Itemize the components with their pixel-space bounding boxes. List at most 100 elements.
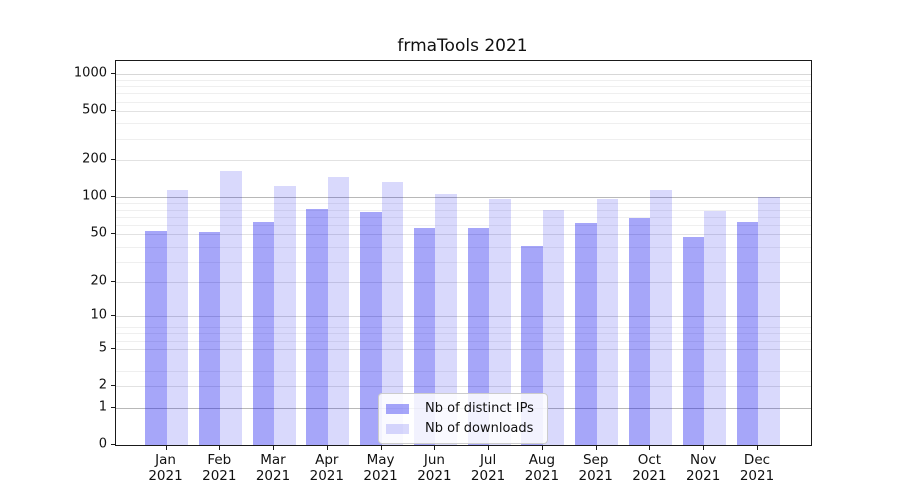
y-tick-label: 5 xyxy=(98,340,107,356)
y-tick-label: 1 xyxy=(98,399,107,415)
bar-downloads-jul xyxy=(489,199,511,445)
bar-downloads-sep xyxy=(596,199,619,445)
y-tick-mark xyxy=(111,73,115,74)
y-tick-mark xyxy=(111,406,115,408)
x-tick-mark xyxy=(649,446,651,450)
y-tick-label: 2 xyxy=(98,377,107,393)
gridline xyxy=(116,111,811,113)
bar-downloads-jun xyxy=(435,193,457,445)
x-tick-mark xyxy=(488,446,490,450)
x-tick-label-jan: Jan 2021 xyxy=(148,452,183,484)
legend-swatch-downloads xyxy=(386,423,409,434)
y-tick-label: 1000 xyxy=(73,65,107,81)
gridline xyxy=(116,138,811,140)
bar-ips-dec xyxy=(736,221,758,445)
gridline xyxy=(116,233,811,235)
chart-title: frmaTools 2021 xyxy=(397,36,528,56)
legend-swatch-distinct-ips xyxy=(386,403,409,414)
y-tick-mark xyxy=(111,196,115,198)
x-tick-mark xyxy=(219,446,221,450)
x-tick-mark xyxy=(434,446,436,450)
bar-ips-may xyxy=(360,211,382,445)
x-tick-label-may: May 2021 xyxy=(363,452,398,484)
bar-downloads-nov xyxy=(704,211,726,445)
legend-label-downloads: Nb of downloads xyxy=(425,421,534,436)
gridline xyxy=(116,370,811,372)
y-tick-mark xyxy=(111,110,115,112)
y-tick-mark xyxy=(111,159,115,161)
gridline xyxy=(116,86,811,87)
gridline xyxy=(116,209,811,211)
bar-ips-nov xyxy=(682,237,705,445)
gridline xyxy=(116,123,811,125)
x-tick-mark xyxy=(757,446,758,450)
gridline xyxy=(116,79,811,81)
x-tick-label-apr: Apr 2021 xyxy=(309,452,344,484)
y-tick-label: 200 xyxy=(82,151,107,167)
y-tick-label: 500 xyxy=(82,102,107,118)
x-tick-label-feb: Feb 2021 xyxy=(202,452,237,484)
gridline xyxy=(116,160,811,162)
gridline xyxy=(116,327,811,328)
plot-area: Nb of distinct IPs Nb of downloads xyxy=(115,60,812,446)
legend: Nb of distinct IPs Nb of downloads xyxy=(378,393,548,444)
y-tick-label: 100 xyxy=(82,188,107,204)
gridline xyxy=(116,262,811,264)
bar-downloads-aug xyxy=(542,209,565,445)
bar-ips-oct xyxy=(628,218,651,445)
x-tick-label-aug: Aug 2021 xyxy=(524,452,560,484)
bar-ips-jun xyxy=(413,227,436,445)
x-tick-label-sep: Sep 2021 xyxy=(578,452,613,484)
x-tick-mark xyxy=(165,446,167,450)
gridline xyxy=(116,93,811,95)
y-tick-label: 0 xyxy=(98,436,107,452)
x-tick-mark xyxy=(273,446,274,450)
x-tick-mark xyxy=(595,446,597,450)
gridline xyxy=(116,348,811,350)
x-tick-label-dec: Dec 2021 xyxy=(739,452,775,484)
bar-downloads-feb xyxy=(220,171,242,445)
gridline xyxy=(116,340,811,342)
gridline xyxy=(116,333,811,335)
bar-downloads-oct xyxy=(650,190,672,445)
y-tick-mark xyxy=(111,385,115,386)
x-tick-mark xyxy=(703,446,705,450)
legend-label-distinct-ips: Nb of distinct IPs xyxy=(425,401,534,416)
y-tick-mark xyxy=(111,315,115,317)
gridline xyxy=(116,203,811,205)
bar-ips-sep xyxy=(575,223,597,445)
legend-item-distinct-ips: Nb of distinct IPs xyxy=(386,401,537,416)
gridline xyxy=(116,197,811,199)
gridline xyxy=(116,246,811,248)
x-tick-mark xyxy=(326,446,328,450)
y-tick-label: 10 xyxy=(90,307,107,323)
y-tick-mark xyxy=(111,232,115,234)
bar-downloads-may xyxy=(381,182,404,445)
bar-ips-jul xyxy=(467,227,490,445)
gridline xyxy=(116,216,811,218)
bar-downloads-apr xyxy=(327,177,350,445)
y-tick-mark xyxy=(111,444,115,445)
bar-ips-mar xyxy=(252,221,274,445)
x-tick-label-jul: Jul 2021 xyxy=(470,452,506,484)
bar-downloads-mar xyxy=(274,185,296,445)
x-tick-mark xyxy=(541,446,543,450)
y-tick-mark xyxy=(111,347,115,349)
gridline xyxy=(116,316,811,318)
bar-downloads-jan xyxy=(166,190,188,445)
legend-item-downloads: Nb of downloads xyxy=(386,421,537,436)
y-tick-label: 50 xyxy=(90,225,107,241)
y-tick-mark xyxy=(111,280,115,282)
x-tick-label-jun: Jun 2021 xyxy=(417,452,452,484)
gridline xyxy=(116,101,811,103)
gridline xyxy=(116,74,811,75)
gridline xyxy=(116,281,811,283)
x-tick-label-mar: Mar 2021 xyxy=(255,452,291,484)
gridline xyxy=(116,225,811,227)
bar-downloads-dec xyxy=(758,196,780,445)
bar-ips-apr xyxy=(306,209,328,445)
bar-ips-feb xyxy=(198,231,221,445)
x-tick-mark xyxy=(380,446,382,450)
bar-ips-jan xyxy=(145,230,167,445)
